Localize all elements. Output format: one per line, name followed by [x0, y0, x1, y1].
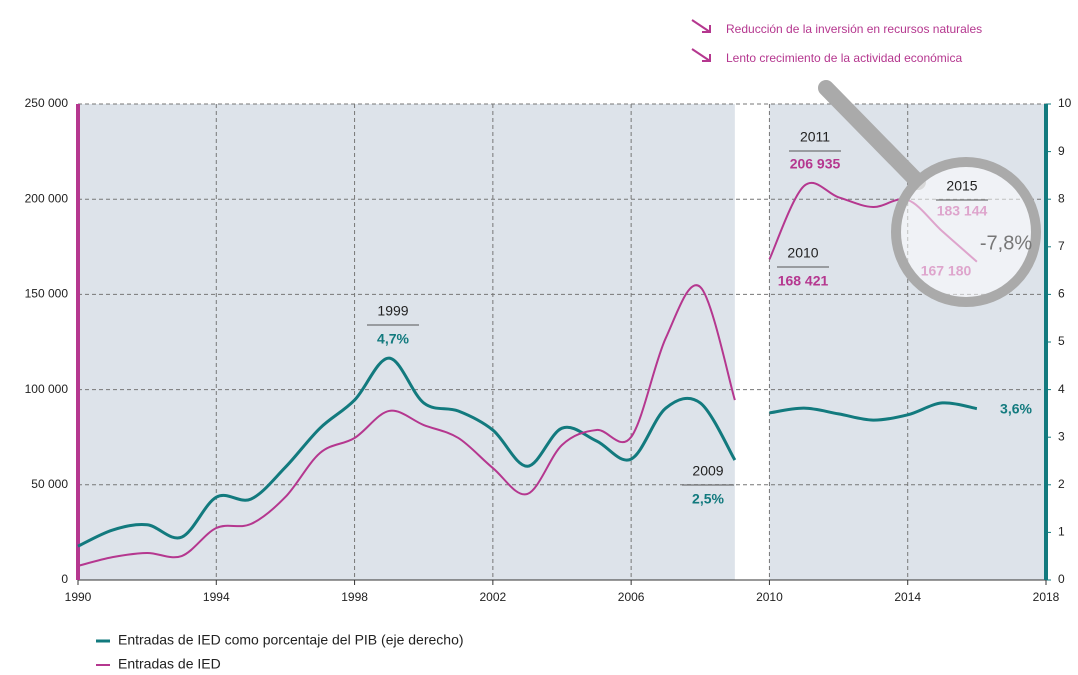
x-tick-label: 2010	[756, 590, 783, 604]
y2-tick-label: 6	[1058, 287, 1065, 301]
y-tick-label: 100 000	[25, 382, 69, 396]
x-tick-label: 2006	[618, 590, 645, 604]
annotation: -7,8%	[980, 232, 1032, 254]
annotation: 2009	[692, 463, 723, 479]
gap-band	[734, 102, 770, 580]
y2-tick-label: 2	[1058, 477, 1065, 491]
x-tick-label: 2014	[894, 590, 921, 604]
x-tick-label: 2002	[480, 590, 507, 604]
note-arrow	[691, 48, 711, 62]
data-label: 206 935	[790, 156, 841, 172]
data-label: 2,5%	[692, 491, 724, 507]
series-line	[77, 356, 978, 548]
y-tick-label: 250 000	[25, 96, 69, 110]
x-tick-label: 2018	[1033, 590, 1060, 604]
y2-tick-label: 3	[1058, 429, 1065, 443]
y2-tick-label: 9	[1058, 144, 1065, 158]
y2-tick-label: 5	[1058, 334, 1065, 348]
y2-tick-label: 4	[1058, 382, 1065, 396]
y2-tick-label: 1	[1058, 525, 1065, 539]
y-tick-label: 50 000	[31, 477, 68, 491]
data-label: 4,7%	[377, 331, 409, 347]
magnifier	[891, 157, 1041, 307]
y-tick-label: 200 000	[25, 191, 69, 205]
y2-tick-label: 8	[1058, 191, 1065, 205]
annotation: 2010	[787, 245, 818, 261]
magnifier-handle	[818, 80, 926, 190]
y-tick-label: 150 000	[25, 287, 69, 301]
annotation: 2015	[946, 178, 977, 194]
annotation: 1999	[377, 303, 408, 319]
note: Reducción de la inversión en recursos na…	[726, 22, 982, 36]
note-arrow	[691, 19, 711, 33]
annotation: 2011	[800, 129, 830, 145]
x-tick-label: 1994	[203, 590, 230, 604]
x-tick-label: 1998	[341, 590, 368, 604]
y2-tick-label: 7	[1058, 239, 1065, 253]
y-tick-label: 0	[61, 572, 68, 586]
note: Lento crecimiento de la actividad económ…	[726, 51, 962, 65]
y2-tick-label: 10	[1058, 96, 1072, 110]
data-label: 3,6%	[1000, 401, 1032, 417]
data-label: 168 421	[778, 273, 829, 289]
x-tick-label: 1990	[65, 590, 92, 604]
y2-tick-label: 0	[1058, 572, 1065, 586]
legend-label: Entradas de IED	[118, 656, 221, 672]
legend-label: Entradas de IED como porcentaje del PIB …	[118, 632, 464, 648]
